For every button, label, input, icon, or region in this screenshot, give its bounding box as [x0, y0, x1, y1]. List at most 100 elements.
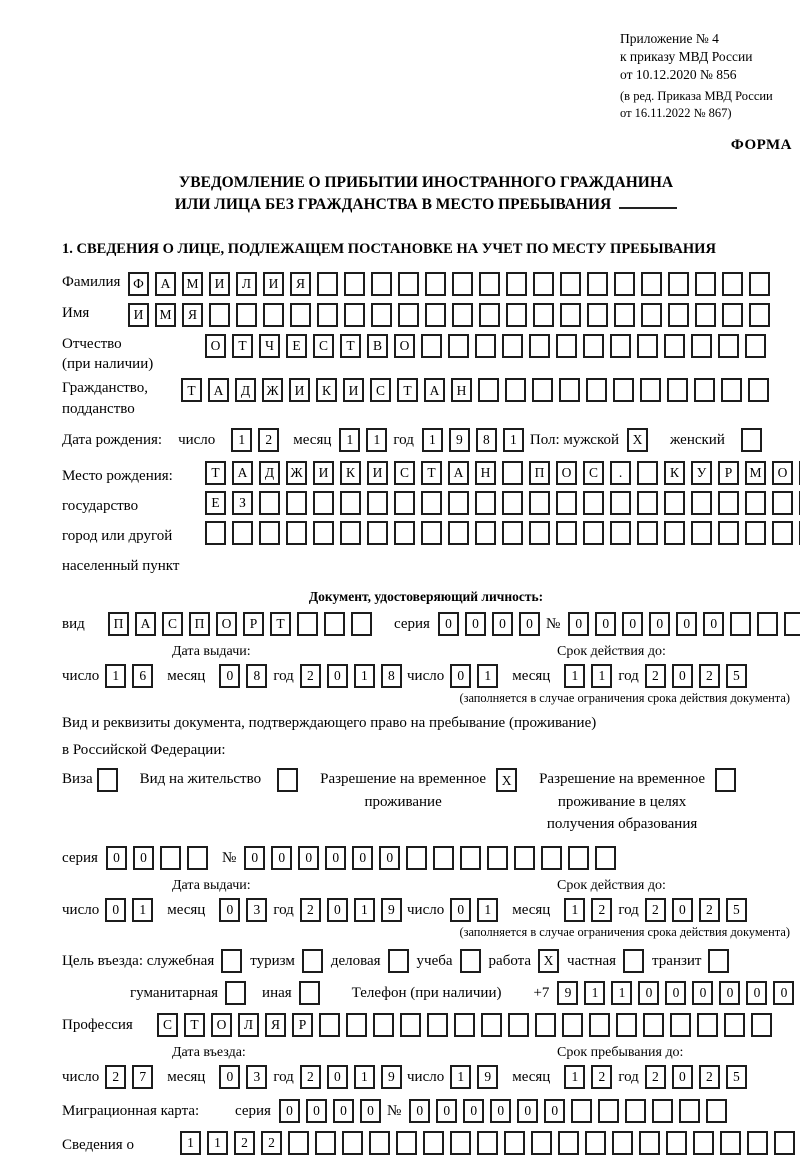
char-cell[interactable]	[406, 845, 428, 870]
char-cell[interactable]: 0	[463, 1098, 485, 1123]
char-cell[interactable]: Ф	[128, 271, 149, 296]
char-cell[interactable]: 3	[246, 897, 268, 922]
char-cell[interactable]	[749, 271, 770, 296]
char-cell[interactable]: М	[745, 460, 766, 485]
char-cell[interactable]: Ж	[262, 378, 283, 403]
char-cell[interactable]	[693, 1130, 714, 1155]
purpose-private-checkbox[interactable]	[623, 948, 645, 973]
char-cell[interactable]: Т	[270, 611, 291, 636]
char-cell[interactable]: 0	[671, 897, 693, 922]
char-cell[interactable]	[664, 490, 685, 515]
char-cell[interactable]: Д	[235, 378, 256, 403]
char-cell[interactable]	[751, 1012, 772, 1037]
char-cell[interactable]	[679, 1098, 701, 1123]
purpose-business-checkbox[interactable]	[387, 948, 409, 973]
char-cell[interactable]	[427, 1012, 448, 1037]
char-cell[interactable]	[747, 1130, 768, 1155]
char-cell[interactable]: 0	[638, 980, 660, 1005]
char-cell[interactable]: 1	[564, 897, 586, 922]
char-cell[interactable]	[691, 490, 712, 515]
char-cell[interactable]: С	[157, 1012, 178, 1037]
char-cell[interactable]: 0	[325, 845, 347, 870]
char-cell[interactable]	[614, 271, 635, 296]
char-cell[interactable]	[475, 520, 496, 545]
char-cell[interactable]: 7	[132, 1064, 154, 1089]
char-cell[interactable]: 0	[219, 897, 241, 922]
char-cell[interactable]: 0	[298, 845, 320, 870]
char-cell[interactable]	[205, 520, 226, 545]
char-cell[interactable]: М	[182, 271, 203, 296]
char-cell[interactable]	[556, 333, 577, 358]
char-cell[interactable]	[694, 378, 715, 403]
char-cell[interactable]	[585, 1130, 606, 1155]
char-cell[interactable]: 1	[180, 1130, 201, 1155]
char-cell[interactable]: 0	[271, 845, 293, 870]
char-cell[interactable]	[425, 302, 446, 327]
char-cell[interactable]	[556, 520, 577, 545]
char-cell[interactable]	[487, 845, 509, 870]
char-cell[interactable]	[695, 302, 716, 327]
char-cell[interactable]: П	[108, 611, 129, 636]
char-cell[interactable]: Н	[475, 460, 496, 485]
char-cell[interactable]: 2	[644, 1064, 666, 1089]
char-cell[interactable]	[209, 302, 230, 327]
char-cell[interactable]	[670, 1012, 691, 1037]
char-cell[interactable]	[748, 378, 769, 403]
char-cell[interactable]: 0	[490, 1098, 512, 1123]
char-cell[interactable]	[421, 333, 442, 358]
char-cell[interactable]: О	[556, 460, 577, 485]
char-cell[interactable]: 1	[105, 663, 127, 688]
char-cell[interactable]	[613, 378, 634, 403]
residence-permit-checkbox[interactable]	[277, 768, 299, 793]
char-cell[interactable]	[652, 1098, 674, 1123]
char-cell[interactable]: 9	[380, 1064, 402, 1089]
char-cell[interactable]	[475, 333, 496, 358]
char-cell[interactable]: Я	[182, 302, 203, 327]
char-cell[interactable]	[637, 333, 658, 358]
char-cell[interactable]: 1	[611, 980, 633, 1005]
char-cell[interactable]	[394, 490, 415, 515]
char-cell[interactable]	[529, 333, 550, 358]
char-cell[interactable]	[452, 271, 473, 296]
char-cell[interactable]: 3	[246, 1064, 268, 1089]
char-cell[interactable]	[433, 845, 455, 870]
char-cell[interactable]: Я	[290, 271, 311, 296]
char-cell[interactable]: 5	[725, 1064, 747, 1089]
char-cell[interactable]	[477, 1130, 498, 1155]
char-cell[interactable]	[340, 520, 361, 545]
char-cell[interactable]: 8	[380, 663, 402, 688]
char-cell[interactable]: 0	[676, 611, 698, 636]
char-cell[interactable]	[664, 333, 685, 358]
char-cell[interactable]: А	[155, 271, 176, 296]
char-cell[interactable]	[319, 1012, 340, 1037]
char-cell[interactable]: 0	[518, 611, 540, 636]
char-cell[interactable]	[691, 333, 712, 358]
char-cell[interactable]: А	[232, 460, 253, 485]
char-cell[interactable]: 1	[132, 897, 154, 922]
char-cell[interactable]	[589, 1012, 610, 1037]
char-cell[interactable]: О	[394, 333, 415, 358]
char-cell[interactable]: 2	[105, 1064, 127, 1089]
char-cell[interactable]: А	[208, 378, 229, 403]
char-cell[interactable]: П	[529, 460, 550, 485]
char-cell[interactable]	[475, 490, 496, 515]
char-cell[interactable]	[448, 490, 469, 515]
char-cell[interactable]	[745, 333, 766, 358]
char-cell[interactable]: 2	[591, 1064, 613, 1089]
char-cell[interactable]	[637, 490, 658, 515]
char-cell[interactable]: А	[448, 460, 469, 485]
char-cell[interactable]	[479, 302, 500, 327]
char-cell[interactable]	[290, 302, 311, 327]
char-cell[interactable]	[448, 333, 469, 358]
char-cell[interactable]: 0	[671, 663, 693, 688]
char-cell[interactable]	[718, 333, 739, 358]
char-cell[interactable]: 0	[517, 1098, 539, 1123]
char-cell[interactable]: 0	[219, 1064, 241, 1089]
char-cell[interactable]: И	[367, 460, 388, 485]
char-cell[interactable]	[587, 271, 608, 296]
char-cell[interactable]: И	[128, 302, 149, 327]
char-cell[interactable]	[533, 271, 554, 296]
char-cell[interactable]: Л	[236, 271, 257, 296]
char-cell[interactable]	[722, 302, 743, 327]
char-cell[interactable]: 1	[207, 1130, 228, 1155]
